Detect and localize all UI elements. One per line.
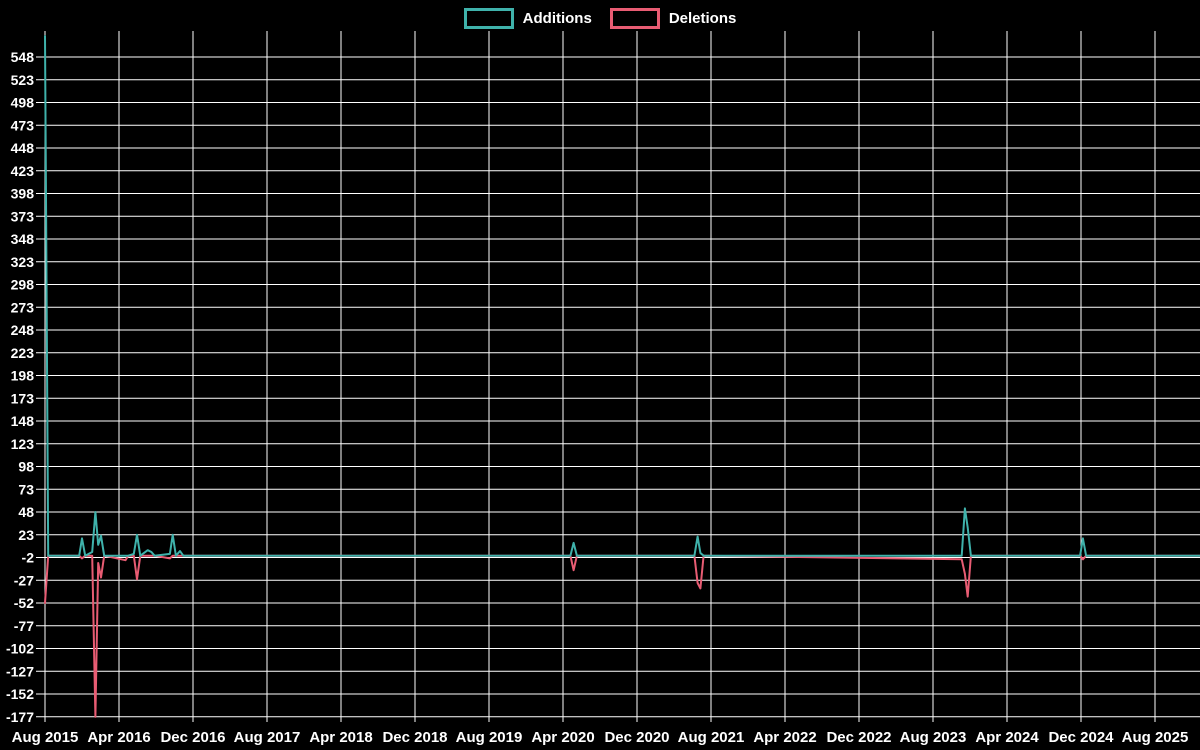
deletions-swatch-icon (609, 7, 660, 29)
x-tick-label: Apr 2022 (753, 729, 816, 746)
additions-swatch-icon (463, 7, 514, 29)
x-tick-label: Dec 2024 (1048, 729, 1114, 746)
y-tick-label: 198 (11, 368, 35, 384)
y-tick-label: -152 (6, 686, 34, 702)
y-tick-label: -177 (6, 709, 34, 725)
y-tick-label: 423 (11, 163, 35, 179)
y-tick-label: 273 (11, 299, 35, 315)
x-tick-label: Aug 2015 (12, 729, 79, 746)
y-tick-label: -2 (22, 550, 35, 566)
y-tick-label: 223 (11, 345, 35, 361)
x-tick-label: Apr 2020 (531, 729, 594, 746)
x-tick-label: Dec 2020 (604, 729, 669, 746)
y-tick-label: 123 (11, 436, 35, 452)
x-tick-label: Apr 2016 (87, 729, 150, 746)
y-tick-label: 73 (18, 481, 34, 497)
additions-line (44, 35, 1200, 557)
legend-label-deletions: Deletions (668, 9, 737, 27)
y-tick-label: -127 (6, 663, 34, 679)
y-tick-label: 98 (18, 459, 34, 475)
y-tick-label: 173 (11, 390, 35, 406)
x-tick-label: Aug 2017 (234, 729, 301, 746)
y-tick-label: 398 (11, 186, 35, 202)
y-tick-label: -77 (14, 618, 34, 634)
y-tick-label: 48 (18, 504, 34, 520)
y-tick-label: 498 (11, 95, 35, 111)
legend-label-additions: Additions (522, 9, 592, 27)
y-tick-label: -102 (6, 641, 34, 657)
y-tick-label: 248 (11, 322, 35, 338)
x-tick-label: Dec 2016 (160, 729, 225, 746)
deletions-line (44, 554, 1200, 718)
y-tick-label: -27 (14, 572, 34, 588)
chart-legend: Additions Deletions (0, 6, 1200, 30)
y-tick-label: 473 (11, 117, 35, 133)
x-tick-label: Aug 2021 (678, 729, 745, 746)
legend-item-deletions[interactable]: Deletions (609, 7, 737, 29)
y-tick-label: 323 (11, 254, 35, 270)
x-tick-label: Apr 2018 (309, 729, 372, 746)
x-tick-label: Aug 2025 (1122, 729, 1189, 746)
legend-item-additions[interactable]: Additions (463, 7, 592, 29)
x-tick-label: Dec 2022 (826, 729, 891, 746)
x-tick-label: Apr 2024 (975, 729, 1039, 746)
y-tick-label: 548 (11, 49, 35, 65)
y-tick-label: 298 (11, 277, 35, 293)
y-tick-label: 23 (18, 527, 34, 543)
x-tick-label: Dec 2018 (382, 729, 447, 746)
y-tick-label: 348 (11, 231, 35, 247)
y-tick-label: -52 (14, 595, 34, 611)
y-tick-label: 373 (11, 208, 35, 224)
y-tick-label: 523 (11, 72, 35, 88)
x-tick-label: Aug 2023 (900, 729, 967, 746)
y-tick-label: 148 (11, 413, 35, 429)
y-tick-label: 448 (11, 140, 35, 156)
x-tick-label: Aug 2019 (456, 729, 523, 746)
